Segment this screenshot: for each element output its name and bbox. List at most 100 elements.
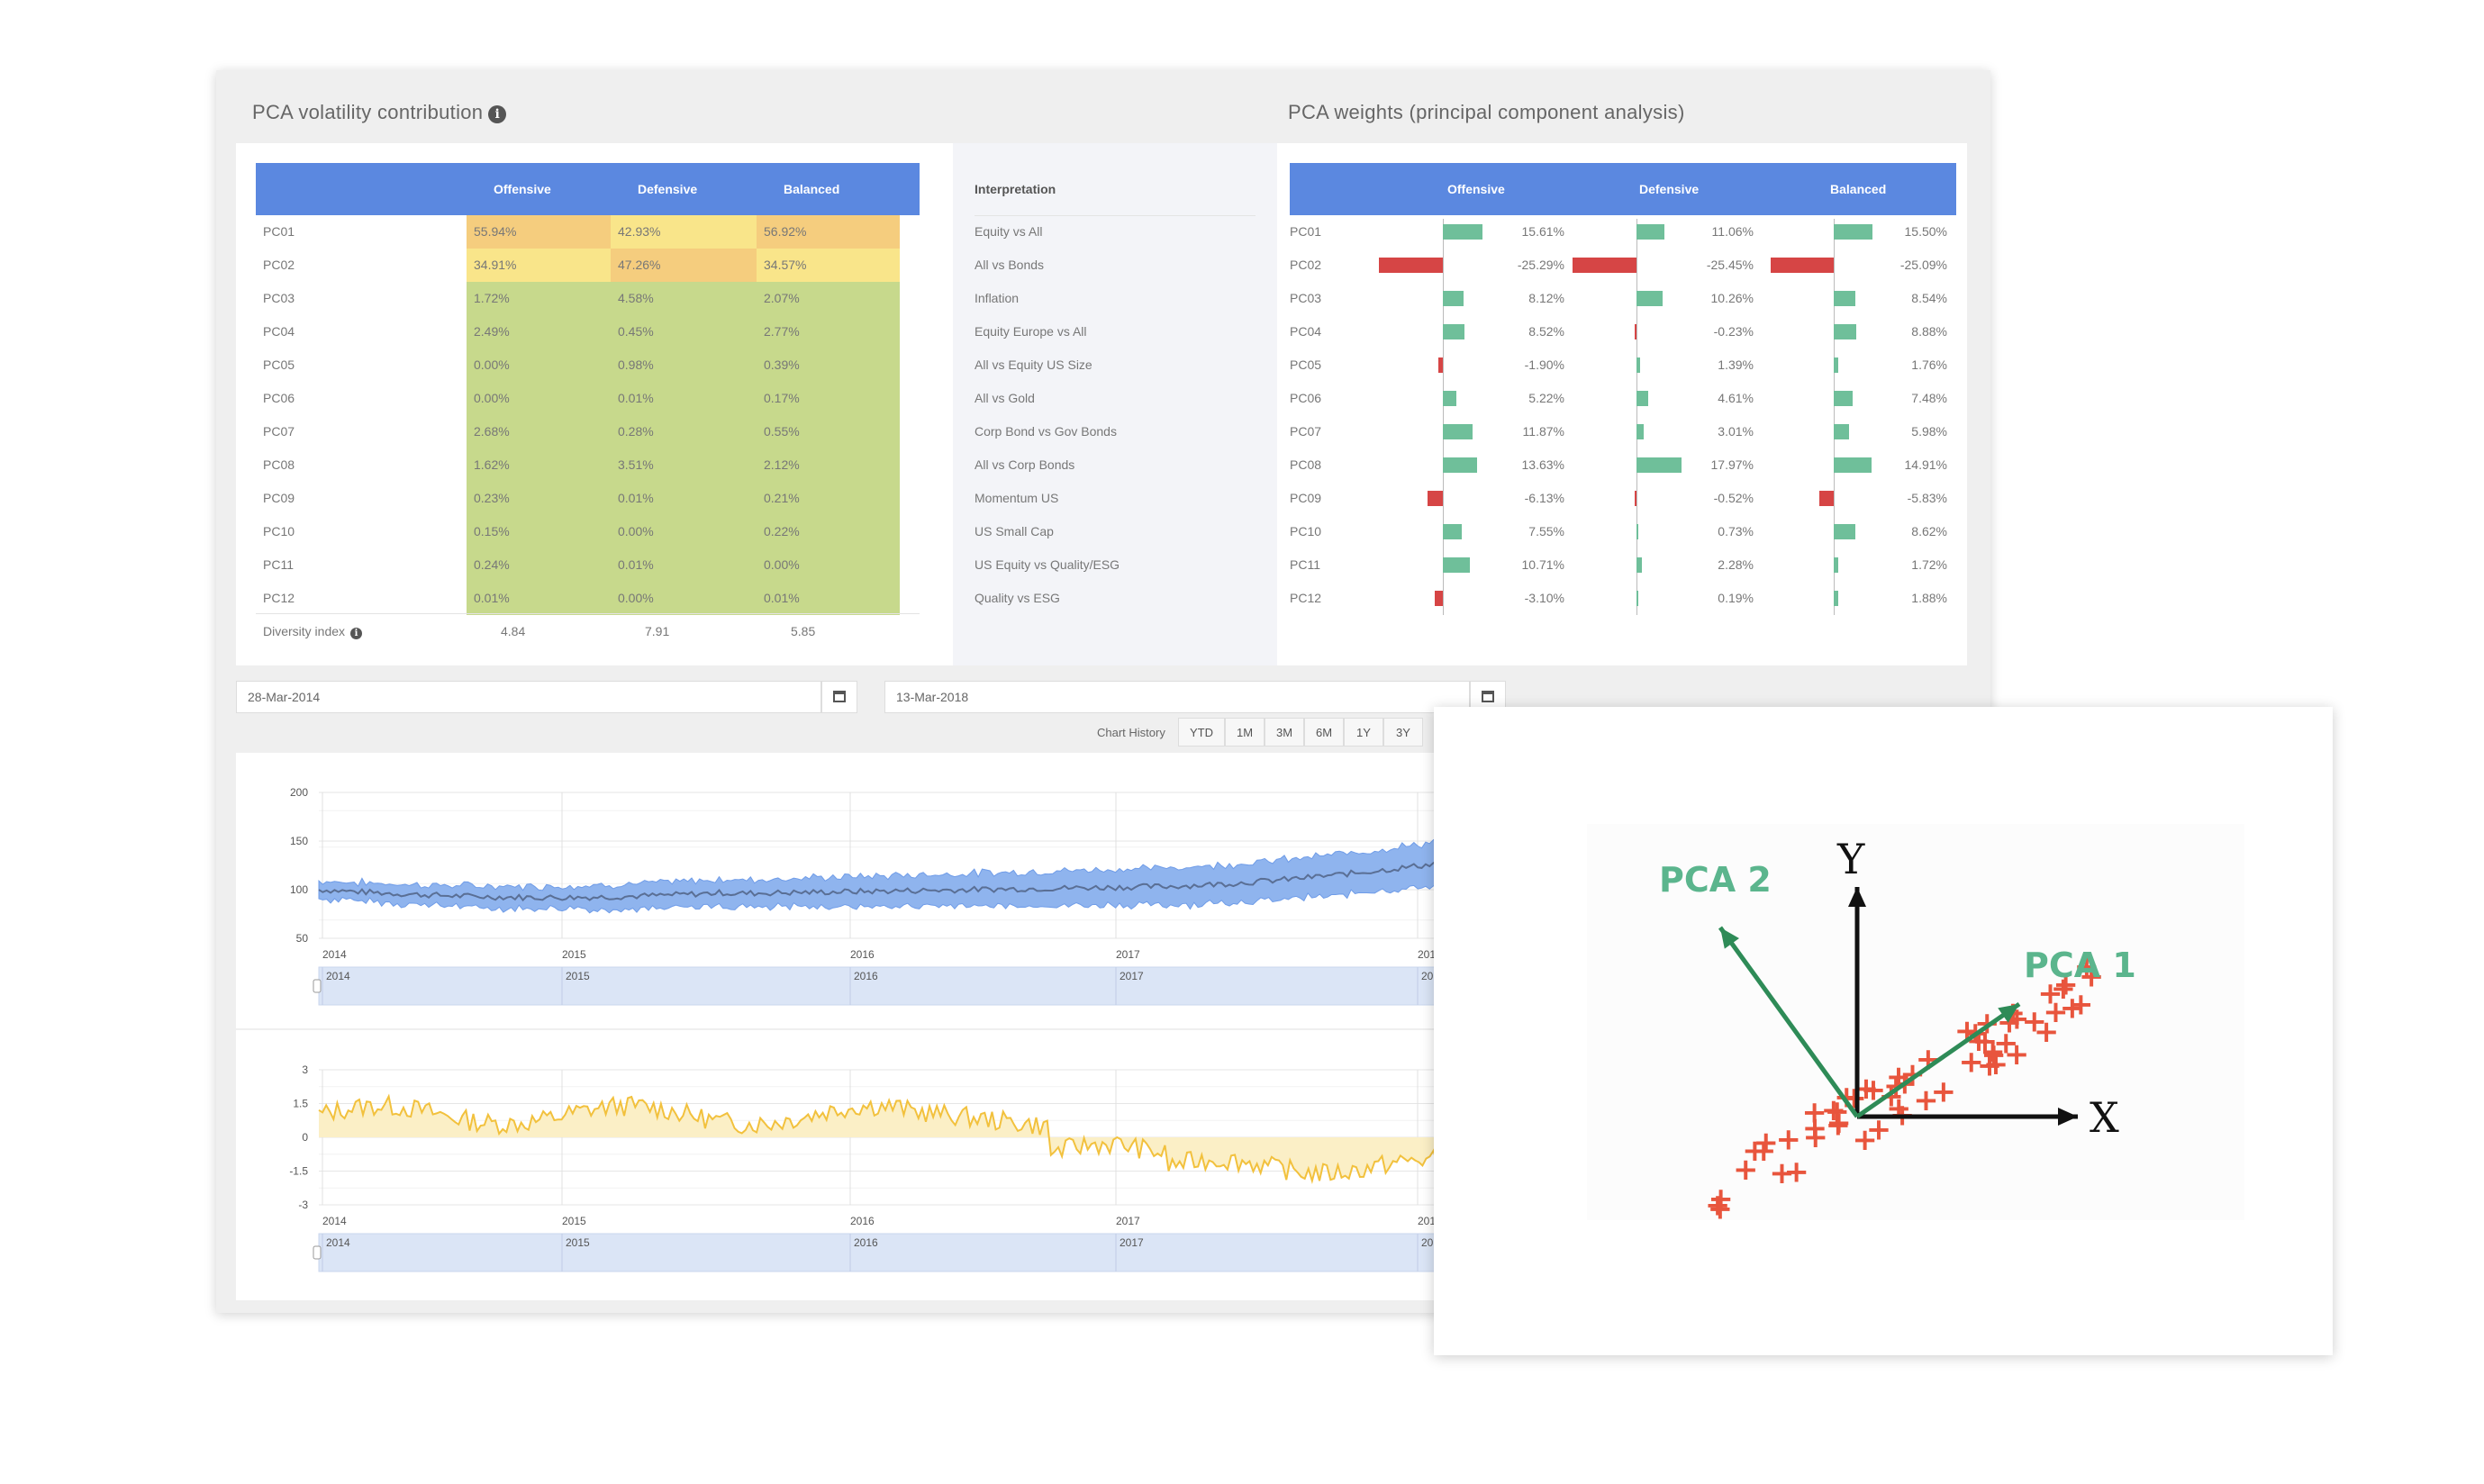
navigator-handle xyxy=(313,1245,322,1260)
range-3y-button[interactable]: 3Y xyxy=(1383,718,1423,747)
interpretation-header: Interpretation xyxy=(975,182,1056,196)
y-axis-arrow-head xyxy=(1848,887,1866,907)
pc-label: PC09 xyxy=(263,491,295,505)
pc-label: PC01 xyxy=(1290,224,1322,239)
pca-diagram: +++++++++++++++ +++++++++++++++++++ ++++++… xyxy=(1587,824,2244,1226)
weight-bar xyxy=(1834,457,1872,473)
range-selector: YTD 1M 3M 6M 1Y 3Y xyxy=(1178,718,1484,747)
x-tick-label: 2015 xyxy=(562,1215,586,1227)
pc-label: PC03 xyxy=(1290,291,1322,305)
y-tick-label: -1.5 xyxy=(289,1165,308,1178)
range-1m-button[interactable]: 1M xyxy=(1225,718,1265,747)
table-cell: 0.23% xyxy=(467,482,611,515)
pc-label: PC07 xyxy=(1290,424,1322,439)
divider xyxy=(975,215,1256,216)
col-defensive: Defensive xyxy=(638,182,698,196)
weight-value: 17.97% xyxy=(1710,457,1754,472)
weight-value: -6.13% xyxy=(1524,491,1564,505)
table-cell: 3.51% xyxy=(611,448,757,482)
diversity-balanced: 5.85 xyxy=(791,624,816,638)
info-icon[interactable]: i xyxy=(488,105,507,123)
table-row: PC02 34.91% 47.26% 34.57% xyxy=(256,249,920,282)
table-cell: 2.12% xyxy=(757,448,900,482)
pca2-arrow-head xyxy=(1720,928,1739,949)
weight-bar xyxy=(1818,491,1834,506)
weight-value: 14.91% xyxy=(1904,457,1947,472)
pc-label: PC09 xyxy=(1290,491,1322,505)
table-cell: 0.55% xyxy=(757,415,900,448)
weight-value: 8.12% xyxy=(1528,291,1564,305)
range-6m-button[interactable]: 6M xyxy=(1304,718,1344,747)
x-tick-label: 2014 xyxy=(322,948,347,961)
weight-bar xyxy=(1636,391,1648,406)
table-row: PC01 55.94% 42.93% 56.92% xyxy=(256,215,920,249)
table-row: PC09 0.23% 0.01% 0.21% xyxy=(256,482,920,515)
table-cell: 0.15% xyxy=(467,515,611,548)
data-point-marker: + xyxy=(1852,1122,1878,1158)
pca1-arrow xyxy=(1855,1001,2021,1119)
nav-tick-label: 2016 xyxy=(854,1236,878,1249)
range-ytd-button[interactable]: YTD xyxy=(1178,718,1225,747)
table-cell: 0.01% xyxy=(611,548,757,582)
weight-value: 4.61% xyxy=(1718,391,1754,405)
start-date-input[interactable]: 28-Mar-2014 xyxy=(236,681,821,713)
weight-value: 11.87% xyxy=(1522,424,1564,439)
weight-bar xyxy=(1435,591,1443,606)
table-cell: 1.62% xyxy=(467,448,611,482)
weight-bar xyxy=(1443,424,1473,439)
pc-label: PC02 xyxy=(263,258,295,272)
navigator xyxy=(318,1233,1493,1272)
weight-bar xyxy=(1443,291,1464,306)
table-cell: 0.39% xyxy=(757,348,900,382)
diagram-background xyxy=(1587,824,2244,1220)
weight-value: 3.01% xyxy=(1718,424,1754,439)
range-3m-button[interactable]: 3M xyxy=(1265,718,1304,747)
performance-line xyxy=(318,854,1493,902)
data-point-marker: + xyxy=(1977,1048,2003,1084)
table-cell: 0.00% xyxy=(467,382,611,415)
weight-bar xyxy=(1437,357,1443,373)
start-date-calendar-button[interactable] xyxy=(821,681,857,713)
nav-tick-label: 2015 xyxy=(566,1236,590,1249)
weight-value: 11.06% xyxy=(1711,224,1754,239)
interpretation-item: All vs Equity US Size xyxy=(975,357,1092,372)
weight-bar xyxy=(1427,491,1443,506)
weight-bar xyxy=(1834,591,1839,606)
weight-value: -0.52% xyxy=(1713,491,1754,505)
axis-line xyxy=(1834,219,1835,615)
weight-value: -0.23% xyxy=(1713,324,1754,339)
volatility-title: PCA volatility contribution xyxy=(252,101,484,123)
data-point-marker: + xyxy=(2068,986,2094,1022)
weight-bar xyxy=(1443,457,1478,473)
interpretation-item: Quality vs ESG xyxy=(975,591,1060,605)
col-balanced: Balanced xyxy=(1830,182,1887,196)
table-row: PC05 0.00% 0.98% 0.39% xyxy=(256,348,920,382)
y-tick-label: 150 xyxy=(290,835,308,847)
weight-bar xyxy=(1834,324,1856,339)
navigator-handle xyxy=(313,979,322,993)
pc-label: PC02 xyxy=(1290,258,1322,272)
table-row: PC07 2.68% 0.28% 0.55% xyxy=(256,415,920,448)
table-cell: 2.77% xyxy=(757,315,900,348)
factor-area xyxy=(319,1096,1492,1181)
chart-history-label: Chart History xyxy=(1097,726,1165,739)
info-icon[interactable]: i xyxy=(350,628,363,639)
weight-bar xyxy=(1636,357,1640,373)
data-point-marker: + xyxy=(1708,1190,1734,1226)
data-point-marker: + xyxy=(2037,975,2063,1011)
weight-bar xyxy=(1834,424,1849,439)
confidence-band xyxy=(318,829,1493,914)
interpretation-item: Momentum US xyxy=(975,491,1059,505)
weight-value: -5.83% xyxy=(1907,491,1947,505)
table-cell: 2.68% xyxy=(467,415,611,448)
pc-label: PC04 xyxy=(1290,324,1322,339)
range-1y-button[interactable]: 1Y xyxy=(1344,718,1383,747)
data-point-marker: + xyxy=(1879,1078,1905,1114)
interpretation-item: Corp Bond vs Gov Bonds xyxy=(975,424,1117,439)
end-date-input[interactable]: 13-Mar-2018 xyxy=(884,681,1470,713)
table-cell: 0.01% xyxy=(611,482,757,515)
weight-value: 0.19% xyxy=(1718,591,1754,605)
weight-bar xyxy=(1443,224,1482,240)
